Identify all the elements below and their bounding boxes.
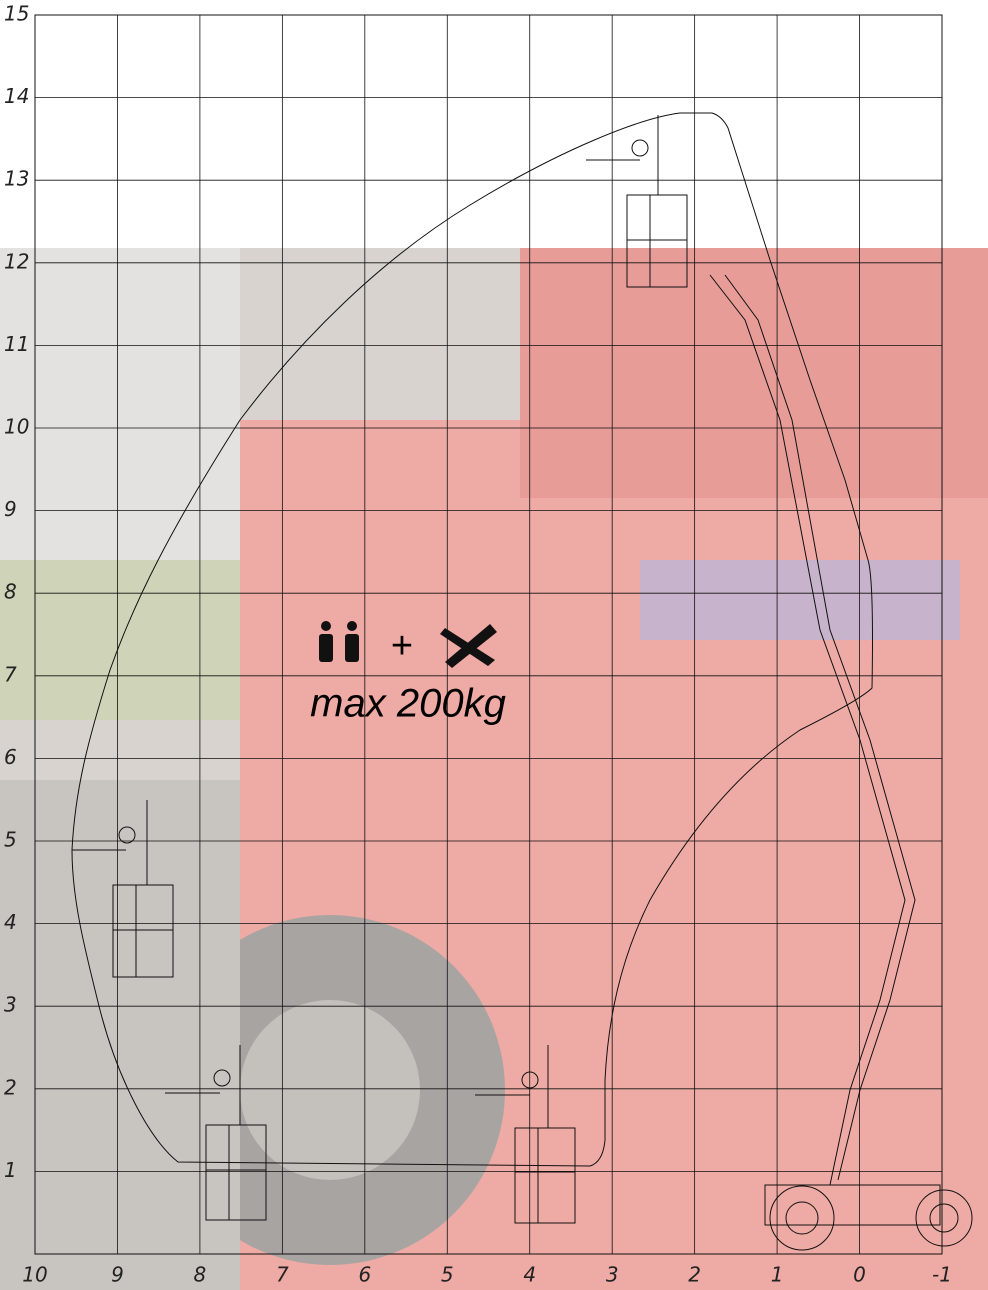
frame (34, 14, 943, 1255)
y-tick-label: 3 (4, 993, 17, 1017)
y-tick-label: 7 (4, 662, 17, 686)
y-tick-label: 12 (4, 249, 29, 273)
y-tick-label: 10 (4, 415, 29, 439)
y-tick-label: 6 (4, 745, 17, 769)
y-tick-label: 4 (4, 910, 17, 934)
y-tick-label: 14 (4, 84, 29, 108)
platforms (72, 115, 688, 1224)
payload-icons (319, 621, 497, 668)
y-tick-label: 13 (4, 167, 29, 191)
x-tick-label: 2 (688, 1263, 701, 1287)
payload-label: max 200kg (310, 682, 506, 726)
x-tick-label: 4 (523, 1263, 536, 1287)
x-tick-label: 9 (111, 1263, 124, 1287)
x-tick-label: 0 (853, 1263, 866, 1287)
y-tick-label: 15 (4, 2, 29, 26)
plus-sign: + (391, 625, 413, 667)
y-tick-label: 5 (4, 828, 17, 852)
x-tick-label: 1 (771, 1263, 784, 1287)
grid (35, 15, 942, 1254)
boom (709, 274, 973, 1251)
x-tick-label: 10 (22, 1263, 47, 1287)
y-tick-label: 8 (4, 580, 17, 604)
x-tick-label: 5 (441, 1263, 454, 1287)
y-tick-label: 9 (4, 497, 17, 521)
background-photo (0, 248, 988, 1290)
y-tick-label: 1 (4, 1158, 17, 1182)
x-tick-label: 6 (358, 1263, 371, 1287)
x-tick-label: 3 (606, 1263, 619, 1287)
x-tick-label: 8 (194, 1263, 207, 1287)
x-tick-label: -1 (932, 1263, 952, 1287)
y-tick-label: 2 (4, 1075, 17, 1099)
x-tick-label: 7 (276, 1263, 289, 1287)
y-tick-label: 11 (4, 332, 29, 356)
